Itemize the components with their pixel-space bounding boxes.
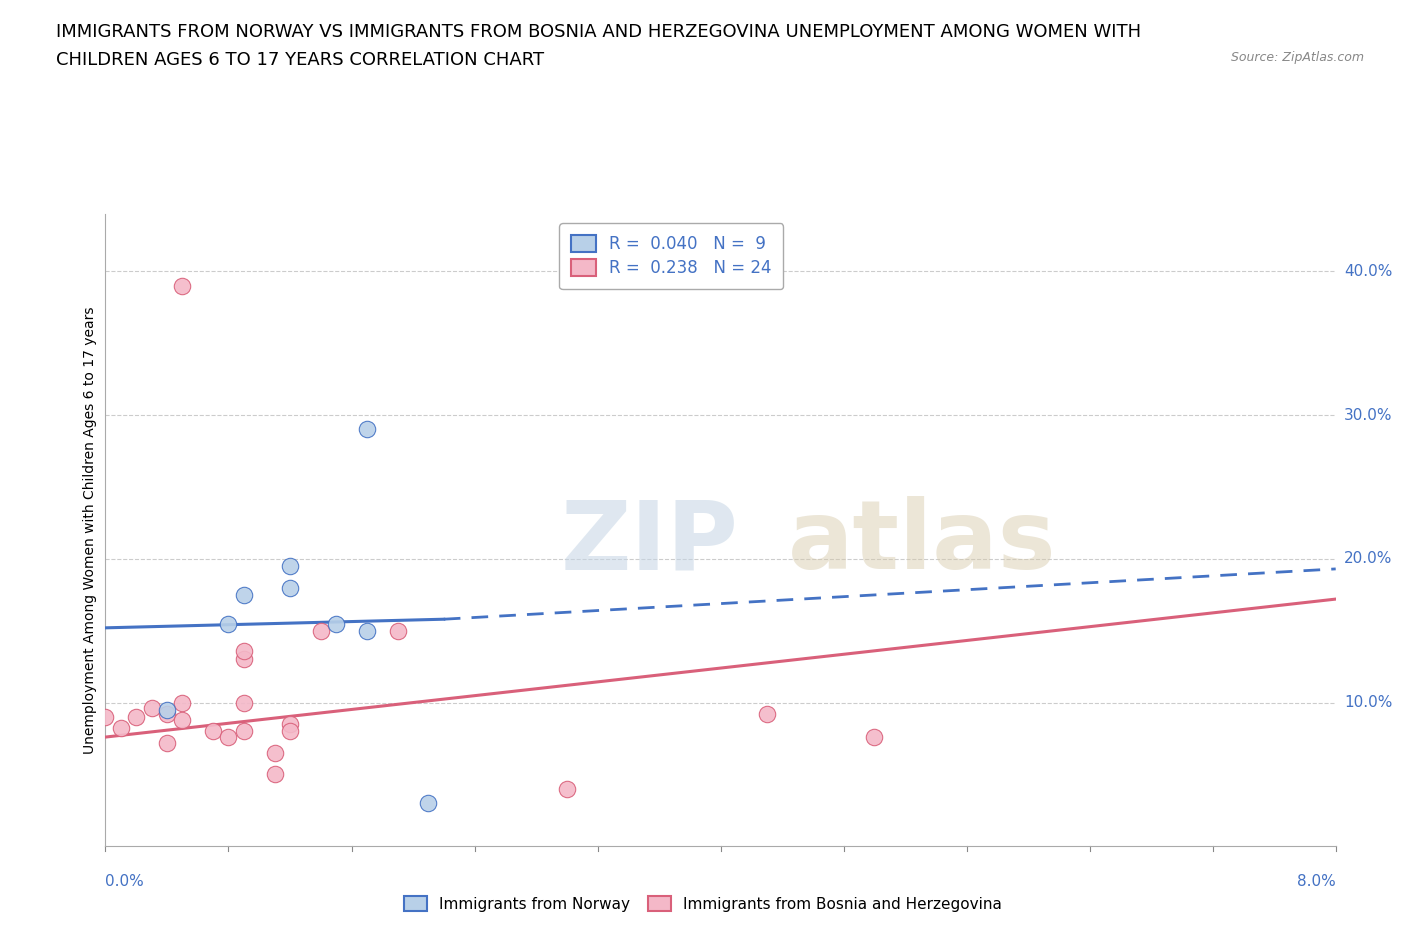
Point [232, 724, 254, 738]
Point [356, 623, 378, 638]
Point [156, 707, 179, 722]
Point [555, 781, 578, 796]
Point [172, 695, 194, 710]
Point [755, 707, 778, 722]
Text: ZIP: ZIP [561, 497, 738, 590]
Text: 40.0%: 40.0% [1344, 264, 1392, 279]
Point [172, 712, 194, 727]
Point [325, 616, 347, 631]
Point [863, 730, 886, 745]
Point [278, 580, 301, 595]
Point [309, 623, 332, 638]
Text: 8.0%: 8.0% [1296, 874, 1336, 889]
Text: IMMIGRANTS FROM NORWAY VS IMMIGRANTS FROM BOSNIA AND HERZEGOVINA UNEMPLOYMENT AM: IMMIGRANTS FROM NORWAY VS IMMIGRANTS FRO… [56, 23, 1142, 41]
Point [418, 796, 440, 811]
Legend: Immigrants from Norway, Immigrants from Bosnia and Herzegovina: Immigrants from Norway, Immigrants from … [398, 889, 1008, 918]
Point [387, 623, 409, 638]
Point [218, 616, 240, 631]
Point [110, 721, 132, 736]
Point [278, 724, 301, 738]
Text: atlas: atlas [789, 497, 1057, 590]
Point [125, 710, 148, 724]
Point [156, 736, 179, 751]
Point [94, 710, 117, 724]
Point [172, 278, 194, 293]
Text: Source: ZipAtlas.com: Source: ZipAtlas.com [1230, 51, 1364, 64]
Text: 10.0%: 10.0% [1344, 695, 1392, 711]
Text: 30.0%: 30.0% [1344, 407, 1392, 422]
Point [141, 701, 163, 716]
Legend: R =  0.040   N =  9, R =  0.238   N = 24: R = 0.040 N = 9, R = 0.238 N = 24 [560, 223, 783, 289]
Point [156, 702, 179, 717]
Point [232, 695, 254, 710]
Point [263, 746, 285, 761]
Point [232, 652, 254, 667]
Text: 0.0%: 0.0% [105, 874, 145, 889]
Point [232, 588, 254, 603]
Text: 20.0%: 20.0% [1344, 551, 1392, 566]
Point [263, 767, 285, 782]
Point [278, 717, 301, 732]
Point [218, 730, 240, 745]
Y-axis label: Unemployment Among Women with Children Ages 6 to 17 years: Unemployment Among Women with Children A… [83, 306, 97, 754]
Point [232, 644, 254, 658]
Point [202, 724, 225, 738]
Text: CHILDREN AGES 6 TO 17 YEARS CORRELATION CHART: CHILDREN AGES 6 TO 17 YEARS CORRELATION … [56, 51, 544, 69]
Point [278, 559, 301, 574]
Point [356, 422, 378, 437]
